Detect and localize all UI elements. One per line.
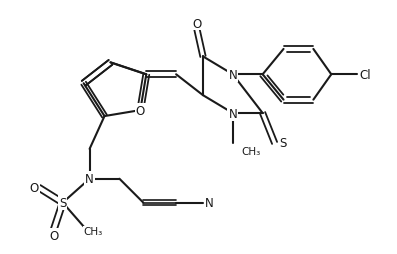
Text: O: O: [49, 230, 58, 243]
Text: N: N: [228, 107, 237, 120]
Text: O: O: [136, 104, 145, 117]
Text: S: S: [59, 196, 66, 209]
Text: Cl: Cl: [360, 69, 371, 82]
Text: CH₃: CH₃: [84, 227, 103, 236]
Text: CH₃: CH₃: [242, 146, 261, 156]
Text: O: O: [193, 18, 202, 30]
Text: N: N: [85, 172, 94, 185]
Text: S: S: [279, 137, 286, 150]
Text: N: N: [204, 196, 213, 209]
Text: O: O: [30, 181, 39, 194]
Text: N: N: [228, 69, 237, 82]
